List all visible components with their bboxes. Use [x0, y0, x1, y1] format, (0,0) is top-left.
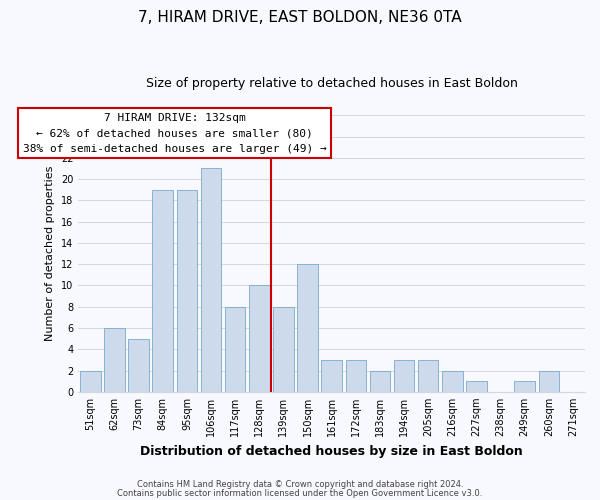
- Text: 7, HIRAM DRIVE, EAST BOLDON, NE36 0TA: 7, HIRAM DRIVE, EAST BOLDON, NE36 0TA: [138, 10, 462, 25]
- Bar: [539, 370, 559, 392]
- Y-axis label: Number of detached properties: Number of detached properties: [46, 166, 55, 341]
- Bar: [346, 360, 366, 392]
- Bar: [442, 370, 463, 392]
- Text: Contains HM Land Registry data © Crown copyright and database right 2024.: Contains HM Land Registry data © Crown c…: [137, 480, 463, 489]
- Bar: [370, 370, 390, 392]
- Bar: [394, 360, 414, 392]
- Bar: [249, 286, 269, 392]
- Title: Size of property relative to detached houses in East Boldon: Size of property relative to detached ho…: [146, 78, 518, 90]
- Text: Contains public sector information licensed under the Open Government Licence v3: Contains public sector information licen…: [118, 488, 482, 498]
- Bar: [322, 360, 342, 392]
- Text: 7 HIRAM DRIVE: 132sqm
← 62% of detached houses are smaller (80)
38% of semi-deta: 7 HIRAM DRIVE: 132sqm ← 62% of detached …: [23, 113, 326, 154]
- Bar: [152, 190, 173, 392]
- Bar: [128, 338, 149, 392]
- Bar: [225, 306, 245, 392]
- Bar: [176, 190, 197, 392]
- Bar: [466, 381, 487, 392]
- Bar: [80, 370, 101, 392]
- Bar: [273, 306, 293, 392]
- X-axis label: Distribution of detached houses by size in East Boldon: Distribution of detached houses by size …: [140, 444, 523, 458]
- Bar: [418, 360, 439, 392]
- Bar: [201, 168, 221, 392]
- Bar: [297, 264, 318, 392]
- Bar: [514, 381, 535, 392]
- Bar: [104, 328, 125, 392]
